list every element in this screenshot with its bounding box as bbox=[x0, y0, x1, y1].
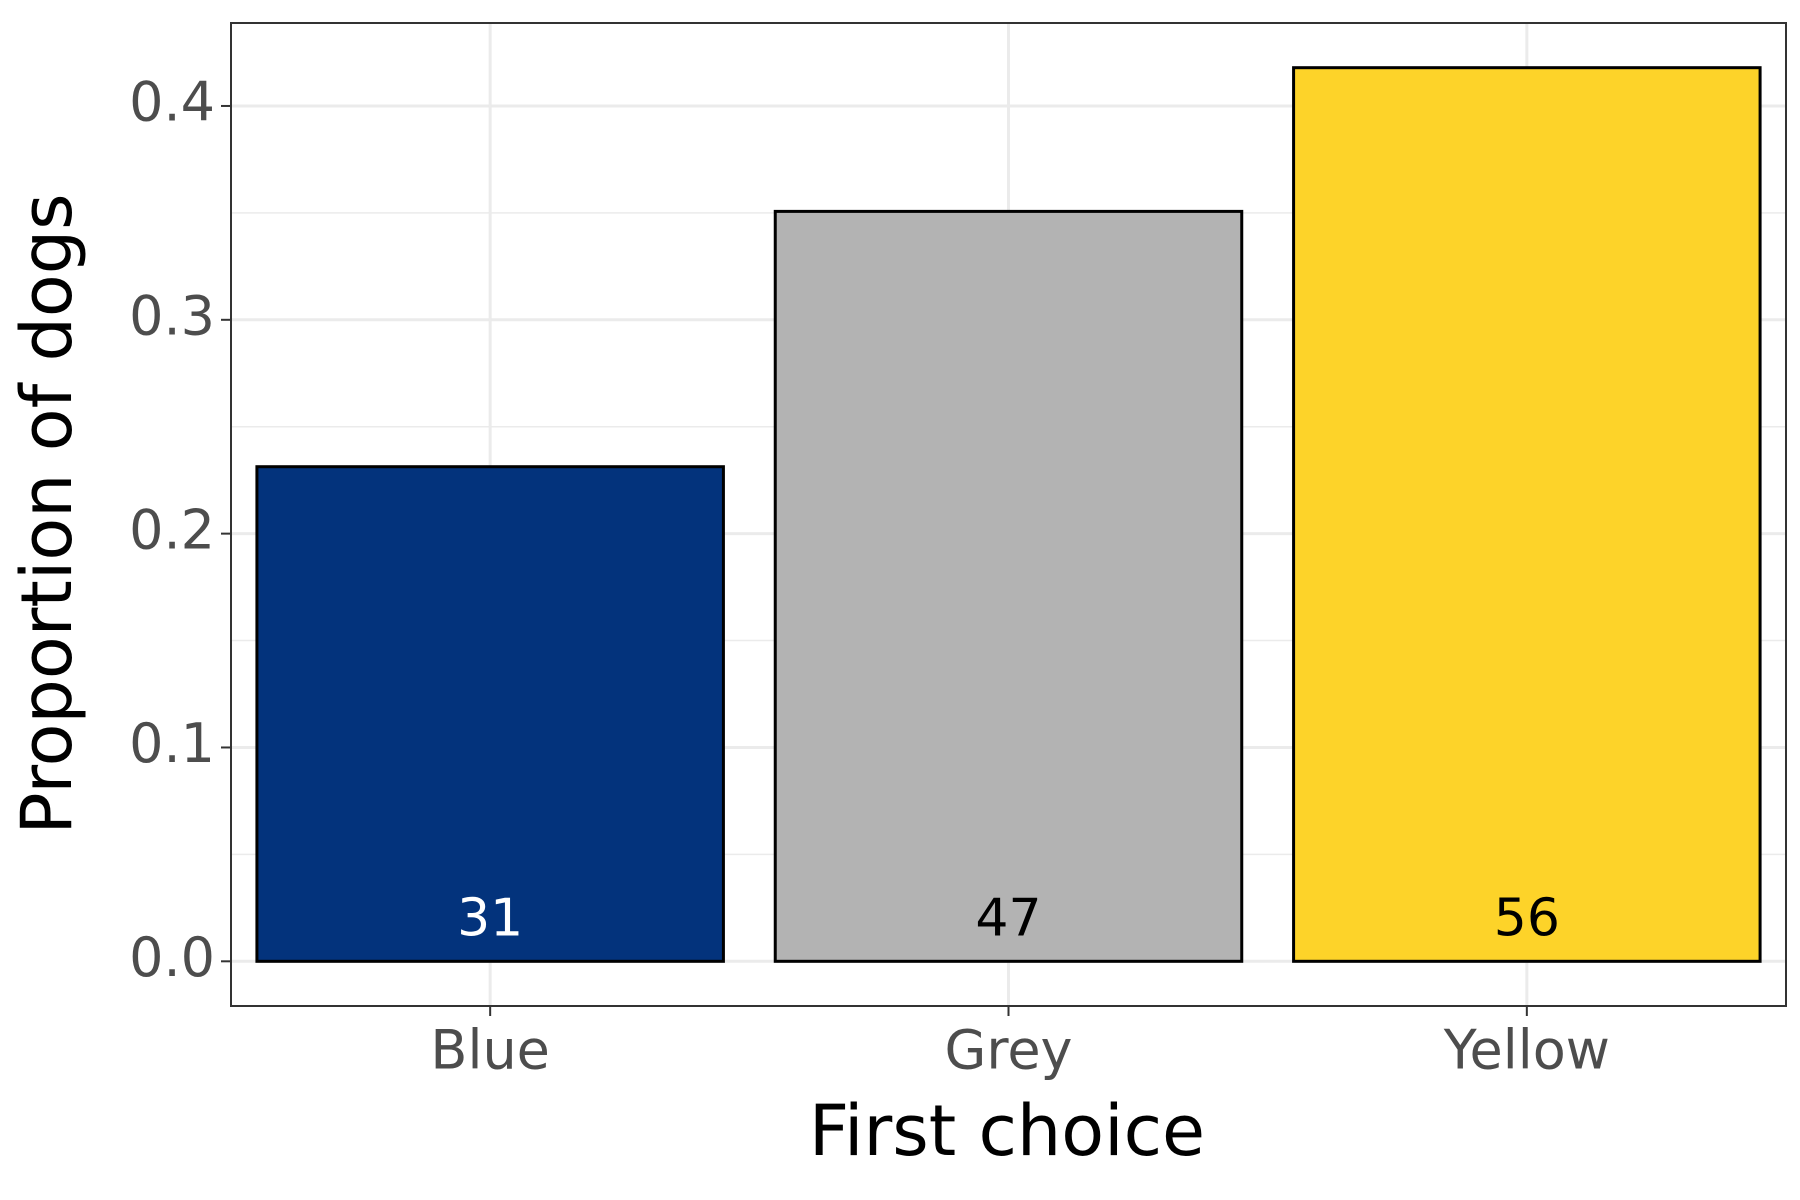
y-axis-title: Proportion of dogs bbox=[6, 193, 88, 834]
bar-count-label: 31 bbox=[457, 888, 523, 948]
x-tick-label: Blue bbox=[430, 1019, 550, 1082]
bar bbox=[1292, 66, 1762, 963]
y-tick-label: 0.3 bbox=[129, 284, 215, 347]
x-axis-title: First choice bbox=[809, 1090, 1205, 1172]
x-tick-label: Grey bbox=[944, 1019, 1072, 1082]
x-tick-label: Yellow bbox=[1443, 1019, 1610, 1082]
y-tick-label: 0.2 bbox=[129, 498, 215, 561]
bar bbox=[255, 465, 725, 963]
y-tick-label: 0.4 bbox=[129, 71, 215, 134]
bar-count-label: 56 bbox=[1494, 888, 1560, 948]
bar bbox=[773, 209, 1244, 963]
y-tick-label: 0.0 bbox=[129, 926, 215, 989]
panel-border bbox=[230, 22, 1787, 1007]
y-tick-label: 0.1 bbox=[129, 712, 215, 775]
bar-count-label: 47 bbox=[975, 888, 1041, 948]
